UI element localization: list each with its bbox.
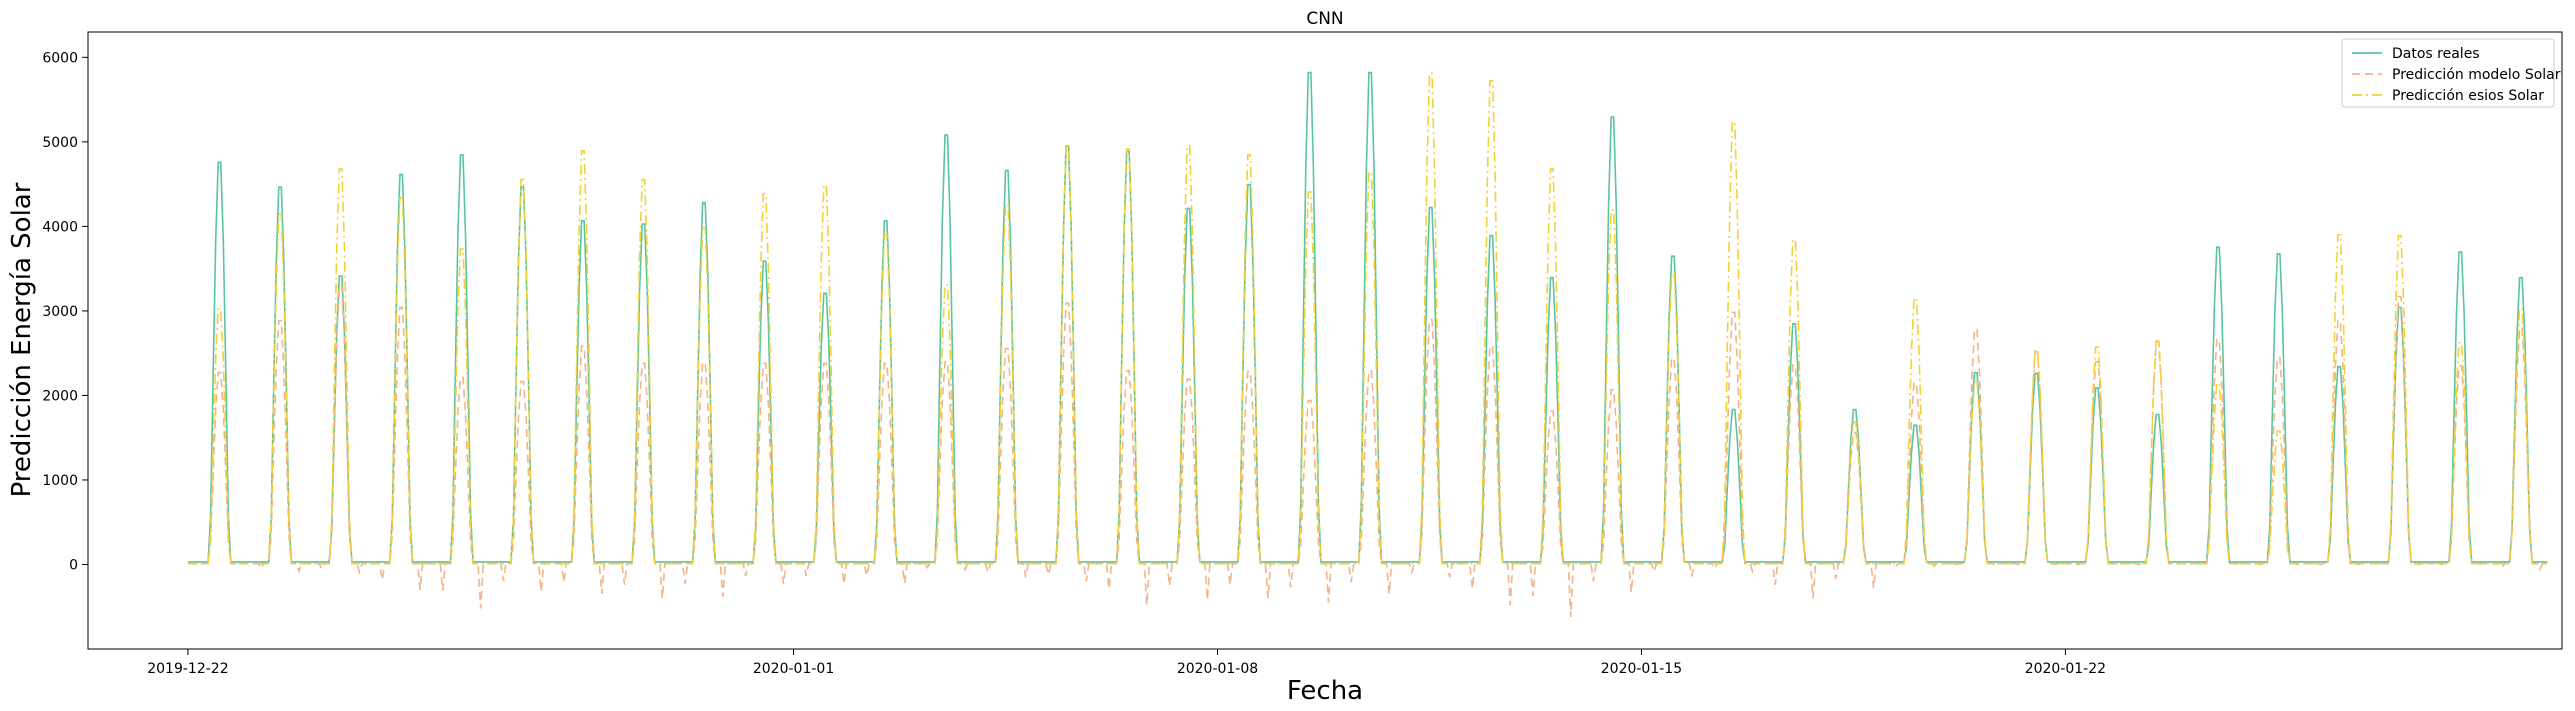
series-line-1 <box>187 285 2548 617</box>
x-tick-label-1: 2020-01-01 <box>753 661 834 677</box>
legend-box <box>2341 38 2555 108</box>
y-tick-label-0: 0 <box>69 557 78 573</box>
axes-frame <box>87 31 2563 650</box>
legend-label-0: Datos reales <box>2392 46 2480 62</box>
y-axis-label: Predicción Energía Solar <box>7 182 37 497</box>
legend-label-1: Predicción modelo Solar <box>2392 67 2561 83</box>
legend-label-2: Predicción esios Solar <box>2392 88 2544 104</box>
legend: Datos reales Predicción modelo Solar Predi… <box>2341 38 2561 108</box>
y-tick-label-6: 6000 <box>42 50 78 66</box>
series-line-0 <box>187 71 2548 563</box>
x-tick-label-4: 2020-01-22 <box>2025 661 2106 677</box>
y-tick-label-2: 2000 <box>42 388 78 404</box>
y-tick-label-4: 4000 <box>42 219 78 235</box>
x-tick-label-2: 2020-01-08 <box>1177 661 1258 677</box>
x-tick-label-3: 2020-01-15 <box>1601 661 1682 677</box>
x-axis-label: Fecha <box>1287 676 1363 706</box>
x-axis: 2019-12-22 2020-01-01 2020-01-08 2020-01-15… <box>147 649 2106 677</box>
y-tick-label-5: 5000 <box>42 135 78 151</box>
y-tick-label-1: 1000 <box>42 473 78 489</box>
x-tick-label-0: 2019-12-22 <box>147 661 228 677</box>
plot-area <box>187 71 2548 617</box>
y-axis: 0 1000 2000 3000 4000 5000 6000 <box>42 50 88 573</box>
y-tick-label-3: 3000 <box>42 304 78 320</box>
chart-title: CNN <box>1306 9 1343 29</box>
